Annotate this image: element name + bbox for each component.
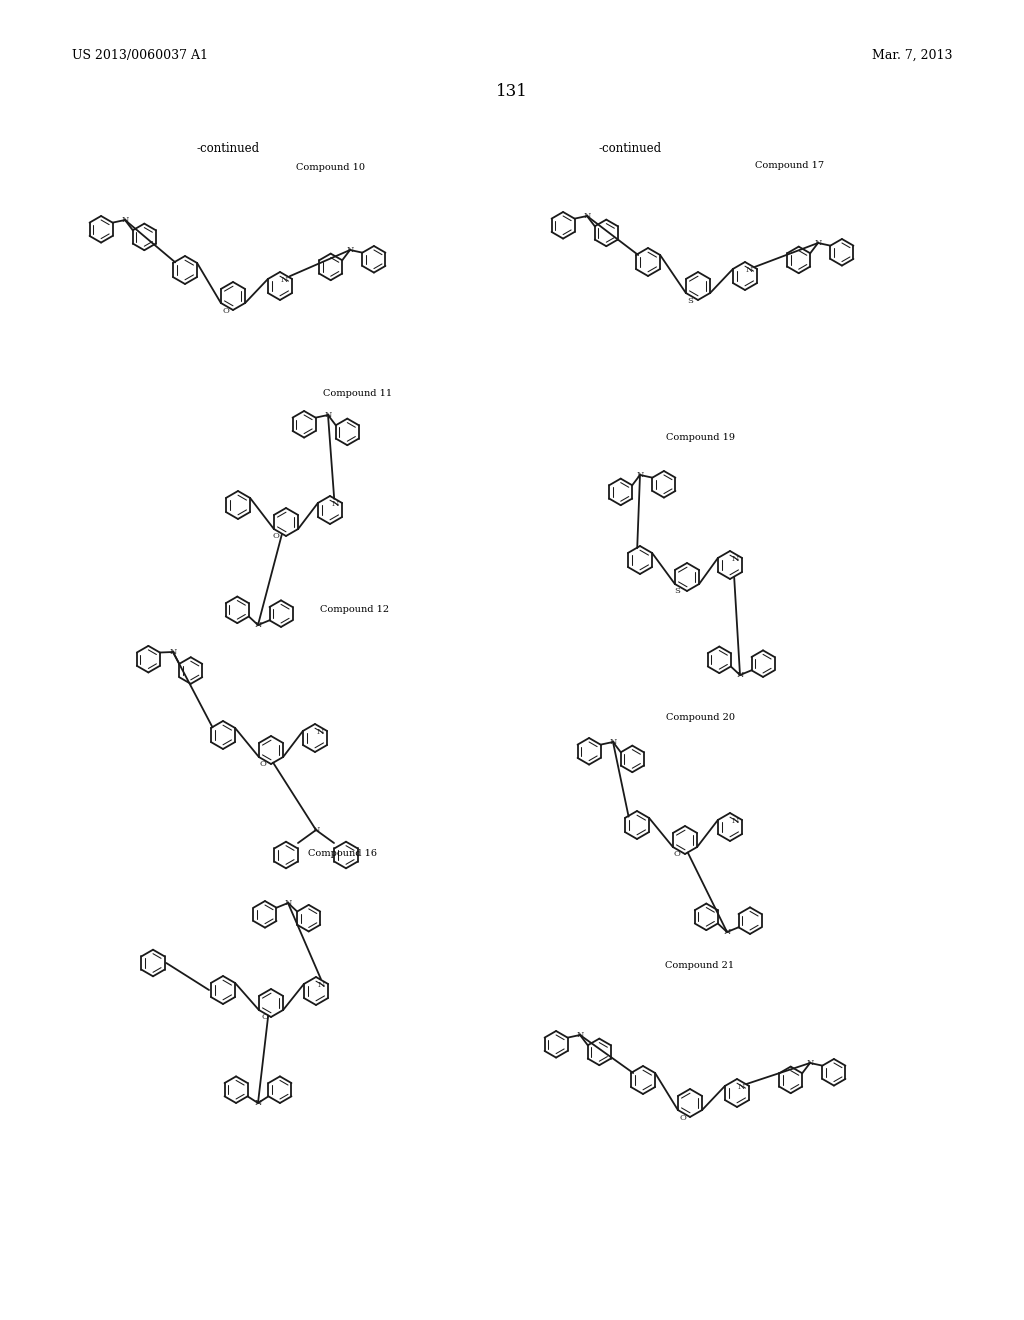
Text: O: O [261,1012,268,1020]
Text: N: N [737,1082,744,1092]
Text: Compound 11: Compound 11 [324,388,392,397]
Text: N: N [169,648,177,656]
Text: -continued: -continued [197,141,259,154]
Text: N: N [584,213,591,220]
Text: N: N [745,267,753,275]
Text: N: N [121,216,129,224]
Text: US 2013/0060037 A1: US 2013/0060037 A1 [72,49,208,62]
Text: N: N [731,554,738,564]
Text: Compound 21: Compound 21 [666,961,734,969]
Text: Mar. 7, 2013: Mar. 7, 2013 [871,49,952,62]
Text: Compound 17: Compound 17 [756,161,824,169]
Text: S: S [674,587,680,595]
Text: O: O [222,306,229,314]
Text: N: N [609,738,616,746]
Text: Compound 19: Compound 19 [666,433,734,442]
Text: N: N [814,239,821,247]
Text: Compound 16: Compound 16 [307,849,377,858]
Text: N: N [731,817,738,825]
Text: Compound 20: Compound 20 [666,714,734,722]
Text: N: N [316,729,324,737]
Text: N: N [636,471,644,479]
Text: N: N [285,899,292,907]
Text: N: N [312,826,319,834]
Text: Compound 12: Compound 12 [321,606,389,615]
Text: N: N [736,671,743,678]
Text: O: O [680,1114,686,1122]
Text: N: N [254,1100,262,1107]
Text: N: N [806,1059,814,1067]
Text: N: N [346,246,353,253]
Text: O: O [674,850,680,858]
Text: N: N [577,1031,584,1039]
Text: N: N [332,500,339,508]
Text: 131: 131 [496,83,528,100]
Text: O: O [259,760,266,768]
Text: N: N [317,981,325,989]
Text: -continued: -continued [598,141,662,154]
Text: N: N [254,620,262,630]
Text: Compound 10: Compound 10 [296,164,365,173]
Text: N: N [281,276,288,284]
Text: S: S [687,297,693,305]
Text: O: O [272,532,280,540]
Text: N: N [325,411,332,418]
Text: N: N [723,928,731,936]
